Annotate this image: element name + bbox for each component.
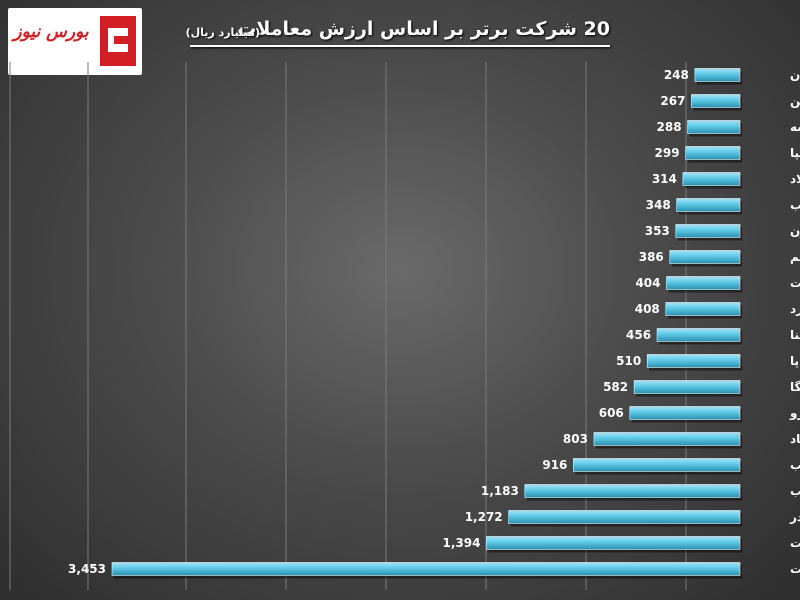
category-label: وسکاب <box>790 198 800 213</box>
logo: بورس نیوز <box>8 8 142 75</box>
category-label: اعتماد <box>790 432 800 446</box>
bar <box>593 432 741 446</box>
value-label: 386 <box>639 250 664 264</box>
value-label: 803 <box>563 432 588 446</box>
bar <box>676 198 741 212</box>
title-underline <box>190 45 610 47</box>
bar <box>111 562 741 576</box>
bar <box>665 302 741 316</box>
bar <box>694 68 741 82</box>
category-label: شپنا <box>790 328 800 342</box>
value-label: 582 <box>603 380 628 394</box>
category-label: خاذین <box>790 94 800 108</box>
bar <box>646 354 741 368</box>
category-label: شسپا <box>790 146 800 160</box>
category-label: کماسه <box>790 120 800 134</box>
value-label: 267 <box>660 94 685 108</box>
value-label: 248 <box>664 68 689 82</box>
chart-title: 20 شرکت برتر بر اساس ارزش معاملات <box>237 18 610 40</box>
category-label: خساپا <box>790 354 800 368</box>
bar <box>524 484 741 498</box>
bar <box>486 536 741 550</box>
bar <box>666 276 741 290</box>
category-label: وبملت <box>790 536 800 551</box>
category-label: فولاد <box>790 172 800 187</box>
category-label: کیان <box>790 68 800 82</box>
category-label: وتجارت <box>790 562 800 577</box>
category-label: آکورد <box>790 301 800 317</box>
value-label: 510 <box>616 354 641 368</box>
category-label: وبصادر <box>789 510 800 525</box>
logo-text: بورس نیوز <box>13 22 89 42</box>
category-label: خودرو <box>789 406 800 421</box>
value-label: 404 <box>635 276 660 290</box>
value-label: 1,394 <box>443 536 481 550</box>
value-label: 606 <box>599 406 624 420</box>
bar <box>573 458 741 472</box>
value-label: 1,272 <box>465 510 503 524</box>
bar <box>656 328 741 342</box>
bar <box>629 406 741 420</box>
bar <box>508 510 741 524</box>
bar <box>669 250 741 264</box>
value-label: 408 <box>635 302 660 316</box>
bar <box>687 120 741 134</box>
bar <box>633 380 741 394</box>
bar <box>682 172 741 186</box>
value-label: 314 <box>652 172 677 186</box>
value-label: 3,453 <box>68 562 106 576</box>
value-label: 288 <box>657 120 682 134</box>
logo-mark-icon <box>100 16 136 66</box>
bar <box>675 224 741 238</box>
value-label: 916 <box>542 458 567 472</box>
value-label: 1,183 <box>481 484 519 498</box>
value-label: 348 <box>646 198 671 212</box>
bar <box>685 146 741 160</box>
chart-subtitle: (میلیارد ریال) <box>185 26 260 39</box>
category-label: چکارن <box>790 224 800 238</box>
category-label: ذوب <box>790 484 800 499</box>
category-label: های وب <box>790 458 800 473</box>
value-label: 299 <box>655 146 680 160</box>
category-label: ویست <box>790 276 800 291</box>
category-label: سمگا <box>790 380 800 394</box>
category-label: امین یکم <box>790 250 800 264</box>
value-label: 456 <box>626 328 651 342</box>
bar <box>691 94 741 108</box>
value-label: 353 <box>645 224 670 238</box>
